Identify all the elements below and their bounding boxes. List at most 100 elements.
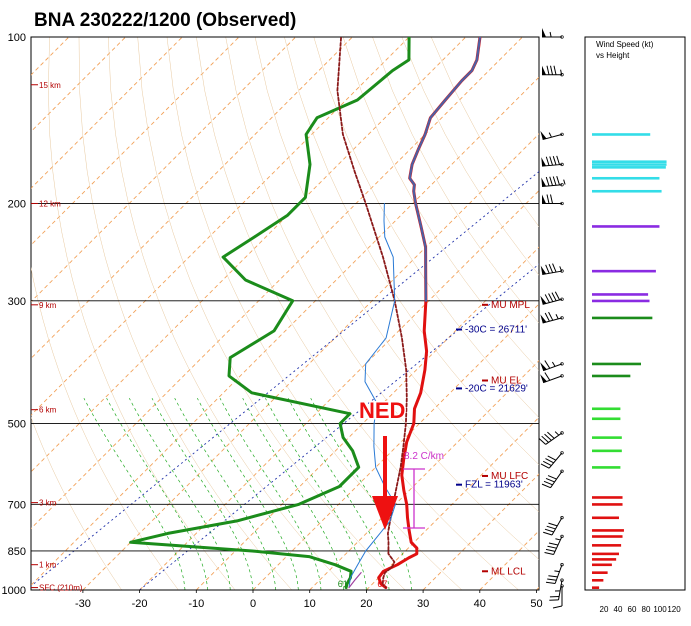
wind-barb xyxy=(538,431,564,445)
wind-barb-full xyxy=(556,176,560,186)
wind-barb-flag xyxy=(540,374,547,383)
ned-annotation: NED xyxy=(358,397,407,530)
wind-barb-full xyxy=(544,360,551,369)
wind-barb-full xyxy=(548,542,559,546)
wind-barb-full xyxy=(548,311,554,321)
wind-barb-full xyxy=(544,433,552,441)
wind-speed-bar xyxy=(592,293,649,296)
annotation-label: MU EL xyxy=(491,376,522,387)
wind-barb-half xyxy=(551,361,556,367)
wind-speed-bar xyxy=(592,529,624,532)
wind-barb xyxy=(541,176,566,187)
wind-speed-bar xyxy=(592,544,622,547)
dry-adiabat-line xyxy=(284,37,539,466)
wind-barb-full xyxy=(552,156,557,166)
wind-barb xyxy=(541,155,564,167)
wind-speed-bars xyxy=(592,133,667,589)
wind-barb xyxy=(542,194,564,206)
wind-panel-title-1: Wind Speed (kt) xyxy=(596,40,654,49)
moist-adiabat-line xyxy=(287,398,390,590)
wind-speed-bar xyxy=(592,558,617,561)
dry-adiabat-line xyxy=(401,37,539,276)
wind-barb-flag xyxy=(542,28,546,37)
wind-barb-full xyxy=(548,263,554,273)
wind-barb-full xyxy=(553,65,557,75)
wind-barb-full xyxy=(554,291,561,301)
isotherm-line xyxy=(31,37,523,530)
wind-barb-full xyxy=(556,155,560,165)
sounding-series-line xyxy=(408,37,482,302)
wind-barb-station xyxy=(560,297,564,301)
annotation-label: FZL = 11963' xyxy=(465,480,523,491)
wind-barb-full xyxy=(549,156,554,166)
wind-barb xyxy=(540,291,564,305)
wind-barb-flag xyxy=(541,177,547,187)
isotherm-line xyxy=(31,37,353,360)
wind-barb xyxy=(542,65,564,77)
pressure-tick-label: 850 xyxy=(8,546,26,558)
wind-speed-bar xyxy=(592,563,612,567)
wind-barb-full xyxy=(545,264,550,274)
wind-barb-full xyxy=(547,578,557,581)
wind-barb-full xyxy=(544,372,551,381)
wind-barb-station xyxy=(560,431,564,435)
wind-barb-full xyxy=(548,522,558,527)
wind-speed-bar xyxy=(592,586,600,589)
wind-barb xyxy=(542,28,564,39)
wind-barb-half xyxy=(549,31,552,38)
wind-speed-bar xyxy=(592,449,622,453)
wind-barb-full xyxy=(547,545,557,549)
wind-speed-bar xyxy=(592,133,651,136)
lapse-rate-bracket: 8.2 C/km xyxy=(403,451,444,529)
wind-speed-bar xyxy=(592,166,666,169)
wind-barb-station xyxy=(560,35,564,39)
wind-speed-bar xyxy=(592,552,619,556)
wind-barb-full xyxy=(548,575,558,578)
wind-barb-full xyxy=(552,176,557,186)
wind-barb-full xyxy=(546,525,556,530)
temp-tick-label: 10 xyxy=(304,598,316,610)
dry-adiabat-line xyxy=(254,37,539,513)
temp-tick-label: 20 xyxy=(360,598,372,610)
wind-speed-tick-label: 120 xyxy=(667,605,681,614)
isotherm-line xyxy=(31,37,183,189)
wind-barb-station xyxy=(560,516,564,520)
wind-barb-station xyxy=(560,183,564,187)
wind-barb-flag xyxy=(542,65,546,75)
parcel-annotations: MU MPL -30C = 26711' MU EL-20C = 21629' MU … xyxy=(456,300,530,577)
temp-tick-label: 0 xyxy=(250,598,256,610)
wind-speed-panel-frame xyxy=(584,36,686,591)
wind-barb-full xyxy=(552,605,563,609)
mixing-ratio-line xyxy=(139,263,539,590)
wind-barb-staff xyxy=(543,375,563,384)
wind-barb-half xyxy=(563,179,566,185)
pressure-tick-label: 500 xyxy=(8,419,26,431)
annotation-label: MU MPL xyxy=(491,300,530,311)
sounding-series-line xyxy=(129,37,411,590)
wind-barb-flag xyxy=(540,130,547,140)
wind-barb-half xyxy=(548,132,552,138)
moist-adiabat-line xyxy=(174,398,277,590)
wind-barb-full xyxy=(545,477,555,483)
wind-speed-bar xyxy=(592,496,623,499)
wind-speed-bar xyxy=(592,535,623,538)
wind-barb-flag xyxy=(542,194,546,204)
wind-barb-flag xyxy=(541,157,547,167)
pressure-tick-label: 700 xyxy=(8,499,26,511)
wind-barb-station xyxy=(560,132,564,137)
wind-barb-full xyxy=(548,293,554,302)
height-label: 9 km xyxy=(39,301,57,310)
wind-barb-full xyxy=(544,294,550,303)
wind-speed-bar xyxy=(592,436,622,439)
wind-barb xyxy=(540,130,564,141)
temp-tick-label: -20 xyxy=(132,598,148,610)
wind-barb-station xyxy=(560,563,564,567)
wind-barb-staff xyxy=(543,363,563,372)
wind-barb-full xyxy=(545,548,556,552)
wind-speed-tick-label: 20 xyxy=(600,605,609,614)
wind-barb-full xyxy=(547,455,557,461)
wind-barb-half xyxy=(554,570,560,573)
wind-barb-full xyxy=(545,458,554,464)
height-label: 3 km xyxy=(39,499,57,508)
